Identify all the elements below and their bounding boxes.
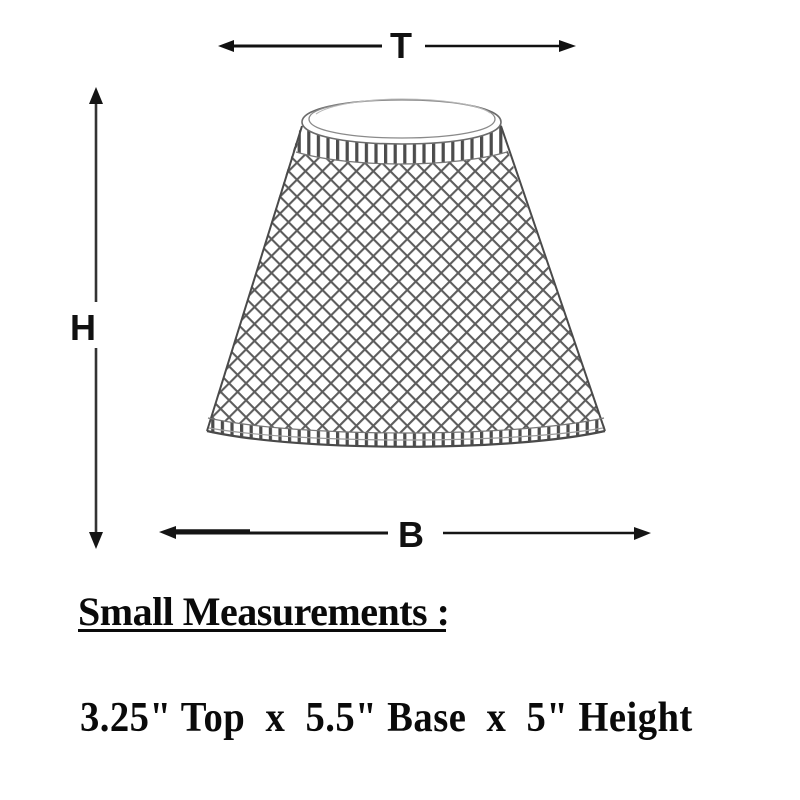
caption-dimensions-row: 3.25" Top x 5.5" Base x 5" Height [0, 694, 800, 742]
height-dimension-arrow-lower [89, 348, 103, 549]
height-dimension-arrow-upper [89, 87, 103, 302]
top-dimension-arrow-right [425, 40, 576, 52]
base-dimension-arrow-right [443, 527, 651, 540]
dimension-label-height: H [70, 307, 96, 348]
shade-outline [206, 125, 606, 448]
caption-dimensions-text: 3.25" Top x 5.5" Base x 5" Height [80, 695, 693, 741]
dimension-label-top: T [390, 25, 412, 66]
base-dimension-arrow-left [159, 526, 388, 539]
caption-heading-row: Small Measurements : [0, 588, 800, 637]
dimension-label-base: B [398, 514, 424, 555]
shade-top-rim [301, 98, 502, 145]
caption-heading-underline [78, 629, 446, 632]
top-dimension-arrow-left [218, 40, 382, 52]
caption-heading: Small Measurements : [78, 589, 450, 634]
shade-trim-edges [207, 151, 605, 434]
lamp-shade-illustration [206, 98, 606, 448]
